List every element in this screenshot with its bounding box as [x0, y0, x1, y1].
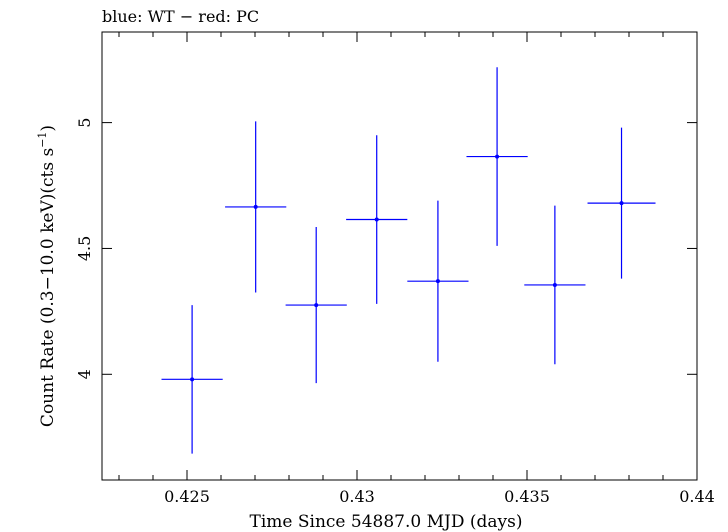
y-axis-label-end: ) [38, 125, 58, 132]
data-point [285, 227, 347, 384]
data-point [161, 305, 223, 454]
x-tick-label: 0.435 [504, 487, 550, 506]
data-marker [552, 282, 557, 287]
series-wt [161, 67, 656, 454]
data-marker [374, 217, 379, 222]
data-point [587, 127, 656, 279]
data-point [466, 67, 528, 246]
data-point [225, 121, 287, 293]
data-marker [435, 279, 440, 284]
y-tick-label: 4.5 [75, 236, 94, 261]
y-tick-label: 5 [75, 118, 94, 128]
data-marker [495, 154, 500, 159]
x-tick-label: 0.44 [679, 487, 715, 506]
y-axis-label-main: Count Rate (0.3−10.0 keV)(cts s [38, 148, 58, 427]
data-marker [253, 204, 258, 209]
data-point [407, 200, 469, 362]
x-tick-label: 0.43 [339, 487, 375, 506]
series-layer [161, 67, 656, 454]
chart-title: blue: WT − red: PC [102, 7, 259, 26]
data-marker [190, 377, 195, 382]
tick-labels: 0.425 0.43 0.435 0.44 4 4.5 5 [75, 118, 715, 506]
plot-frame-rect [101, 31, 698, 481]
y-axis-label-sup: −1 [36, 132, 49, 148]
data-point [524, 205, 586, 365]
y-tick-label: 4 [75, 369, 94, 379]
data-marker [314, 303, 319, 308]
axis-ticks [102, 32, 698, 480]
y-axis-label: Count Rate (0.3−10.0 keV)(cts s−1) [36, 125, 58, 427]
plot-frame [101, 31, 698, 481]
data-marker [619, 201, 624, 206]
data-point [346, 135, 408, 304]
x-tick-label: 0.425 [164, 487, 210, 506]
x-axis-label: Time Since 54887.0 MJD (days) [250, 512, 523, 532]
